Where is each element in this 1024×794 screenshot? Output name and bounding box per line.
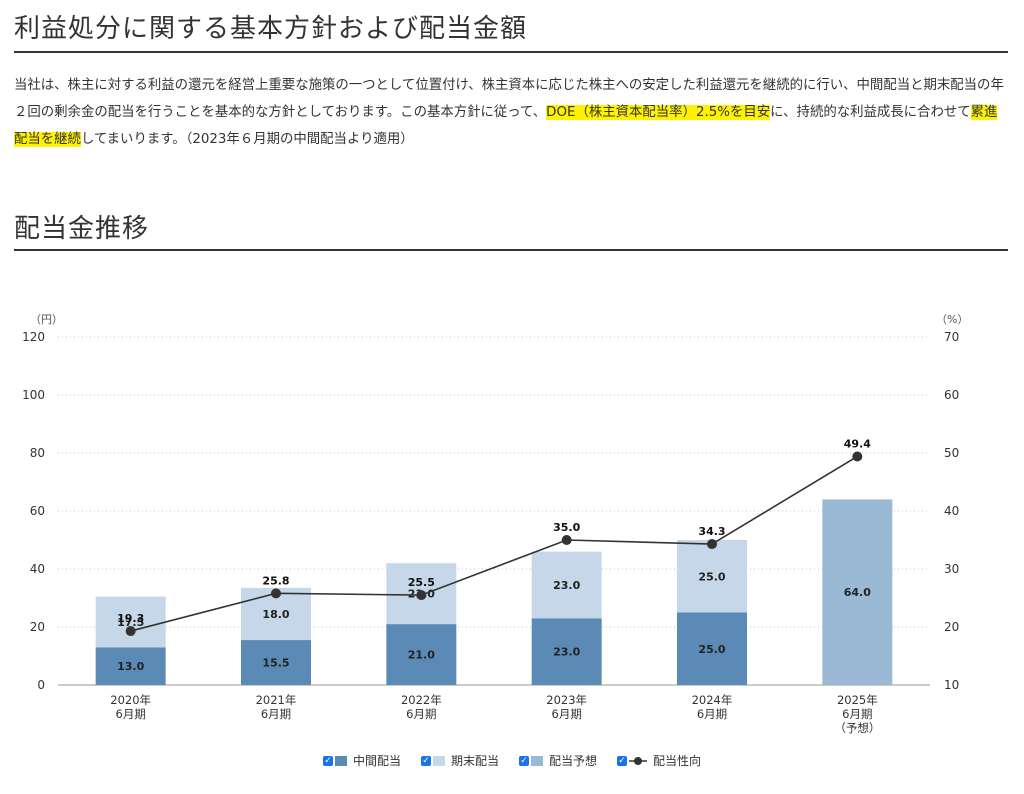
left-axis-tick-label: 20 — [30, 620, 45, 634]
page-title: 利益処分に関する基本方針および配当金額 — [14, 8, 1008, 53]
category-label: 2025年 — [837, 693, 878, 707]
left-axis-tick-label: 40 — [30, 562, 45, 576]
legend-swatch — [531, 755, 543, 766]
right-axis-tick-label: 20 — [944, 620, 959, 634]
checkbox-icon[interactable]: ✓ — [519, 755, 529, 766]
legend-swatch — [334, 755, 347, 766]
legend-label: 配当性向 — [653, 754, 702, 768]
bar-value-label: 64.0 — [844, 586, 871, 599]
checkbox-icon[interactable]: ✓ — [617, 755, 628, 766]
legend-item[interactable]: ✓ 中間配当 — [322, 752, 401, 769]
payout-ratio-point — [707, 539, 717, 550]
bar-segment — [531, 618, 602, 685]
payout-ratio-label: 34.3 — [698, 525, 725, 538]
left-axis-tick-label: 120 — [22, 330, 45, 344]
bar-segment — [95, 596, 166, 648]
bar-segment — [822, 499, 893, 685]
payout-ratio-point — [852, 451, 863, 462]
category-label: 6月期 — [842, 707, 872, 721]
right-axis-tick-label: 30 — [944, 562, 959, 576]
policy-highlight-doe: DOE（株主資本配当率）2.5%を目安 — [546, 105, 771, 120]
category-label: 6月期 — [552, 707, 582, 721]
chart-legend: ✓ 中間配当 ✓ 期末配当 ✓ 配当予想 ✓ 配当性向 — [0, 752, 1024, 769]
payout-ratio-point — [561, 535, 572, 545]
payout-ratio-point — [125, 626, 136, 637]
bar-value-label: 18.0 — [262, 608, 289, 621]
bar-segment — [531, 551, 602, 619]
legend-label: 中間配当 — [352, 754, 401, 768]
legend-item[interactable]: ✓ 配当性向 — [617, 752, 701, 769]
category-label: （予想） — [834, 721, 880, 735]
category-label: 2022年 — [401, 693, 442, 707]
payout-ratio-label: 49.4 — [844, 437, 871, 450]
legend-item[interactable]: ✓ 配当予想 — [519, 752, 597, 769]
payout-ratio-label: 19.3 — [117, 612, 144, 625]
bar-value-label: 23.0 — [553, 646, 580, 659]
category-label: 2024年 — [692, 693, 733, 707]
bar-segment — [677, 612, 747, 685]
payout-ratio-label: 25.5 — [408, 576, 435, 589]
category-label: 6月期 — [261, 707, 291, 721]
bar-value-label: 25.0 — [698, 570, 725, 583]
left-axis-tick-label: 80 — [30, 446, 45, 460]
policy-text-1: 当社は、株主に対する利益の還元を経営上重要な施策の一つとして位置付け、株主資本に… — [14, 78, 1004, 120]
right-axis-tick-label: 10 — [944, 678, 959, 692]
legend-line-marker-icon — [629, 756, 648, 765]
category-label: 2023年 — [546, 693, 587, 707]
section-title: 配当金推移 — [14, 208, 1008, 251]
checkbox-icon[interactable]: ✓ — [322, 755, 333, 766]
policy-text-2: に、持続的な利益成長に合わせて — [770, 105, 971, 120]
right-axis-tick-label: 50 — [944, 446, 959, 460]
dividend-chart: 0 20 40 60 80 100 120 10 20 30 40 50 60 70 （円） （%） 13.0 1… — [22, 313, 968, 735]
legend-label: 配当予想 — [549, 754, 598, 768]
bar-value-label: 13.0 — [117, 660, 144, 673]
category-label: 2020年 — [110, 693, 151, 707]
right-axis-tick-label: 60 — [944, 388, 959, 402]
left-axis-tick-label: 60 — [30, 504, 45, 518]
category-label: 6月期 — [697, 707, 727, 721]
bar-value-label: 25.0 — [698, 643, 725, 656]
checkbox-icon[interactable]: ✓ — [420, 755, 431, 766]
bar-segment — [677, 540, 747, 613]
left-axis-tick-label: 0 — [37, 678, 45, 692]
left-axis-tick-label: 100 — [22, 388, 45, 402]
payout-ratio-point — [416, 590, 427, 601]
category-label: 6月期 — [406, 707, 436, 721]
payout-ratio-point — [271, 588, 281, 599]
category-label: 2021年 — [256, 693, 297, 707]
bar-segment — [386, 624, 457, 685]
bar-value-label: 17.5 — [117, 616, 144, 629]
bar-segment — [241, 640, 311, 685]
policy-text-3: してまいります。（2023年６月期の中間配当より適用） — [80, 132, 414, 147]
right-axis-unit: （%） — [936, 313, 968, 326]
bar-value-label: 15.5 — [262, 657, 289, 670]
legend-label: 期末配当 — [450, 754, 499, 768]
right-axis-tick-label: 40 — [944, 504, 959, 518]
payout-ratio-label: 35.0 — [553, 521, 580, 534]
legend-item[interactable]: ✓ 期末配当 — [420, 752, 499, 769]
dividend-policy-text: 当社は、株主に対する利益の還元を経営上重要な施策の一つとして位置付け、株主資本に… — [14, 72, 1004, 153]
bar-segment — [95, 647, 166, 685]
category-label: 6月期 — [116, 707, 146, 721]
bar-value-label: 23.0 — [553, 579, 580, 592]
payout-ratio-label: 25.8 — [262, 574, 289, 587]
payout-ratio-line — [130, 455, 858, 632]
bar-value-label: 21.0 — [408, 649, 435, 662]
legend-swatch — [432, 755, 445, 766]
right-axis-tick-label: 70 — [944, 330, 959, 344]
left-axis-unit: （円） — [30, 313, 63, 326]
